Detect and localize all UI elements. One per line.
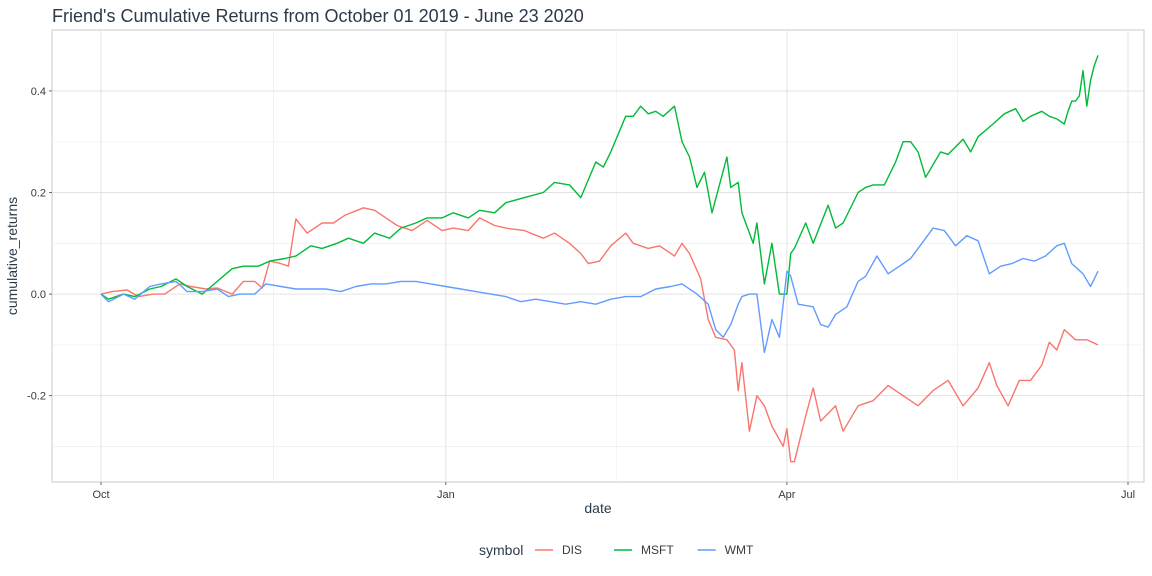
minor-gridlines bbox=[52, 30, 1144, 482]
x-tick-label: Jul bbox=[1121, 489, 1135, 501]
y-tick-label: 0.2 bbox=[31, 188, 46, 200]
series-line-dis bbox=[100, 207, 1099, 463]
legend: symbol DIS MSFT WMT bbox=[479, 542, 754, 558]
major-gridlines bbox=[52, 30, 1144, 482]
y-axis-ticks: 0.4 0.2 0.0 -0.2 bbox=[27, 86, 52, 403]
chart-title: Friend's Cumulative Returns from October… bbox=[52, 6, 584, 26]
x-tick-label: Apr bbox=[778, 489, 795, 501]
series-lines bbox=[100, 55, 1099, 463]
legend-label-dis: DIS bbox=[562, 543, 582, 557]
x-tick-label: Jan bbox=[437, 489, 455, 501]
series-line-wmt bbox=[100, 227, 1099, 354]
legend-label-msft: MSFT bbox=[641, 543, 674, 557]
x-axis-title: date bbox=[584, 500, 611, 516]
x-tick-label: Oct bbox=[92, 489, 109, 501]
y-tick-label: 0.4 bbox=[31, 86, 46, 98]
y-axis-title: cumulative_returns bbox=[4, 197, 20, 315]
legend-title: symbol bbox=[479, 542, 523, 558]
legend-label-wmt: WMT bbox=[725, 543, 754, 557]
series-line-msft bbox=[100, 55, 1099, 300]
x-axis-ticks: Oct Jan Apr Jul bbox=[92, 482, 1135, 501]
y-tick-label: 0.0 bbox=[31, 289, 46, 301]
plot-panel bbox=[51, 29, 1145, 483]
y-tick-label: -0.2 bbox=[27, 391, 46, 403]
